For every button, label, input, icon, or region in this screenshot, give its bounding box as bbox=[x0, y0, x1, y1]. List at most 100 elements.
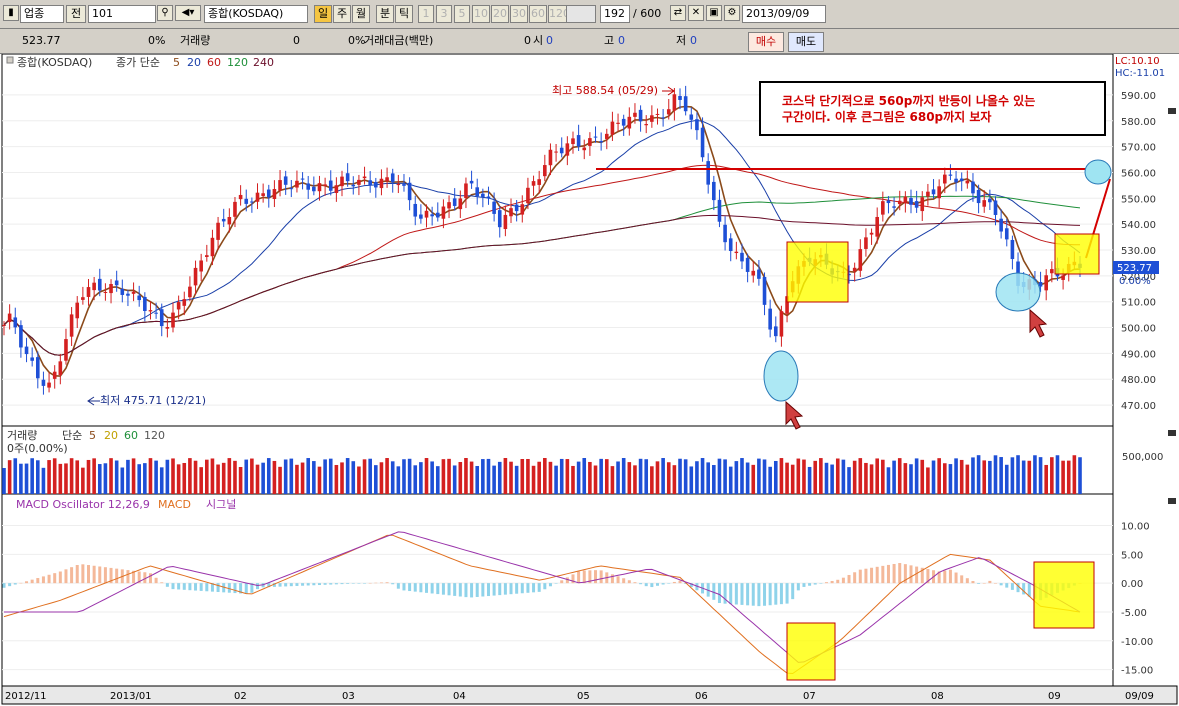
volume-bar bbox=[785, 462, 789, 494]
oscillator-bar bbox=[227, 583, 231, 593]
oscillator-bar bbox=[1010, 583, 1014, 590]
oscillator-bar bbox=[379, 582, 383, 584]
candle-body bbox=[661, 117, 665, 119]
candle-body bbox=[537, 179, 541, 185]
volume-bar bbox=[7, 460, 12, 494]
oscillator-bar bbox=[165, 583, 169, 587]
oscillator-bar bbox=[1005, 583, 1009, 588]
volume-bar bbox=[30, 458, 34, 494]
candle-body bbox=[937, 186, 941, 199]
volume-bar bbox=[24, 463, 29, 494]
candle-body bbox=[481, 193, 485, 197]
candle-body bbox=[993, 200, 998, 215]
volume-bar bbox=[813, 460, 818, 494]
candle-body bbox=[199, 260, 203, 272]
macd-close-icon[interactable] bbox=[1168, 498, 1176, 504]
candle-body bbox=[531, 181, 536, 186]
volume-bar bbox=[413, 465, 418, 494]
comment-line-2: 구간이다. 이후 큰그림은 680p까지 보자 bbox=[782, 109, 991, 124]
price-close-icon[interactable] bbox=[1168, 108, 1176, 114]
market-select[interactable]: 업종 bbox=[20, 5, 64, 23]
price-y-tick: 590.00 bbox=[1121, 91, 1156, 102]
change-pct-value: 0% bbox=[148, 34, 166, 47]
volume-bar bbox=[452, 465, 457, 494]
oscillator-bar bbox=[870, 567, 874, 584]
volume-bar bbox=[728, 466, 733, 494]
minute-20-button[interactable]: 20 bbox=[491, 5, 509, 23]
volume-bar bbox=[374, 465, 378, 494]
oscillator-bar bbox=[875, 566, 879, 584]
buy-button[interactable]: 매수 bbox=[748, 32, 784, 52]
count-input[interactable]: 192 bbox=[600, 5, 630, 23]
oscillator-bar bbox=[909, 565, 913, 584]
candle-body bbox=[430, 214, 434, 217]
oscillator-bar bbox=[920, 567, 924, 584]
oscillator-bar bbox=[988, 580, 992, 584]
sell-button[interactable]: 매도 bbox=[788, 32, 824, 52]
candle-body bbox=[971, 181, 975, 194]
candle-body bbox=[374, 181, 378, 188]
oscillator-bar bbox=[892, 563, 896, 584]
volume-bar bbox=[47, 460, 51, 494]
oscillator-bar bbox=[965, 578, 969, 584]
save-icon[interactable]: ▣ bbox=[706, 5, 722, 21]
minute-5-button[interactable]: 5 bbox=[454, 5, 470, 23]
period-minute-button[interactable]: 분 bbox=[376, 5, 394, 23]
volume-bar bbox=[773, 460, 778, 494]
candle-body bbox=[852, 267, 857, 272]
oscillator-bar bbox=[948, 569, 952, 584]
minute-60-button[interactable]: 60 bbox=[529, 5, 547, 23]
oscillator-bar bbox=[391, 583, 395, 585]
volume-bar bbox=[576, 461, 581, 494]
period-tick-button[interactable]: 틱 bbox=[395, 5, 413, 23]
period-week-button[interactable]: 주 bbox=[333, 5, 351, 23]
scroll-icon[interactable]: ⇄ bbox=[670, 5, 686, 21]
minute-30-button[interactable]: 30 bbox=[510, 5, 528, 23]
oscillator-bar bbox=[154, 577, 158, 584]
stock-chart[interactable]: 470.00480.00490.00500.00510.00520.00530.… bbox=[0, 54, 1179, 706]
volume-bar bbox=[661, 458, 665, 494]
volume-bar bbox=[396, 466, 401, 494]
date-input[interactable]: 2013/09/09 bbox=[742, 5, 826, 23]
macd-line bbox=[3, 534, 1081, 675]
candle-body bbox=[655, 113, 660, 115]
oscillator-bar bbox=[177, 583, 181, 590]
minute-120-button[interactable]: 120 bbox=[548, 5, 570, 23]
search-icon[interactable]: ⚲ bbox=[157, 5, 173, 21]
sound-icon[interactable]: ◀▾ bbox=[175, 5, 201, 21]
volume-bar bbox=[385, 458, 389, 494]
candle-body bbox=[390, 173, 395, 183]
oscillator-bar bbox=[103, 567, 107, 584]
volume-bar bbox=[317, 466, 322, 494]
candle-body bbox=[548, 149, 553, 166]
oscillator-bar bbox=[830, 580, 834, 584]
candle-body bbox=[328, 180, 333, 191]
code-input[interactable]: 101 bbox=[88, 5, 156, 23]
open-label: 시 bbox=[533, 34, 544, 47]
candle-body bbox=[441, 206, 446, 219]
axis-labels: 470.00 480.00 490.00 500.00 510.00 520.00 530.… bbox=[1121, 91, 1156, 677]
volume-bar bbox=[790, 464, 795, 494]
volume-bar bbox=[205, 459, 209, 494]
period-day-button[interactable]: 일 bbox=[314, 5, 332, 23]
chart-type-icon[interactable]: ▮ bbox=[3, 5, 19, 21]
candle-body bbox=[464, 183, 468, 199]
price-y-tick: 470.00 bbox=[1121, 401, 1156, 412]
candle-body bbox=[126, 293, 130, 296]
minute-custom-input[interactable] bbox=[566, 5, 596, 23]
legend-toggle-icon[interactable] bbox=[6, 56, 14, 64]
tools-icon[interactable]: ✕ bbox=[688, 5, 704, 21]
candle-body bbox=[306, 183, 311, 190]
minute-3-button[interactable]: 3 bbox=[436, 5, 452, 23]
oscillator-bar bbox=[577, 571, 581, 584]
minute-10-button[interactable]: 10 bbox=[472, 5, 490, 23]
market-toggle-button[interactable]: 전 bbox=[66, 5, 86, 23]
volume-close-icon[interactable] bbox=[1168, 430, 1176, 436]
volume-bar bbox=[193, 460, 198, 494]
settings-icon[interactable]: ⚙ bbox=[724, 5, 740, 21]
candlesticks bbox=[2, 85, 1082, 395]
minute-1-button[interactable]: 1 bbox=[418, 5, 434, 23]
oscillator-bar bbox=[199, 583, 203, 591]
oscillator-bar bbox=[898, 563, 902, 584]
period-month-button[interactable]: 월 bbox=[352, 5, 370, 23]
